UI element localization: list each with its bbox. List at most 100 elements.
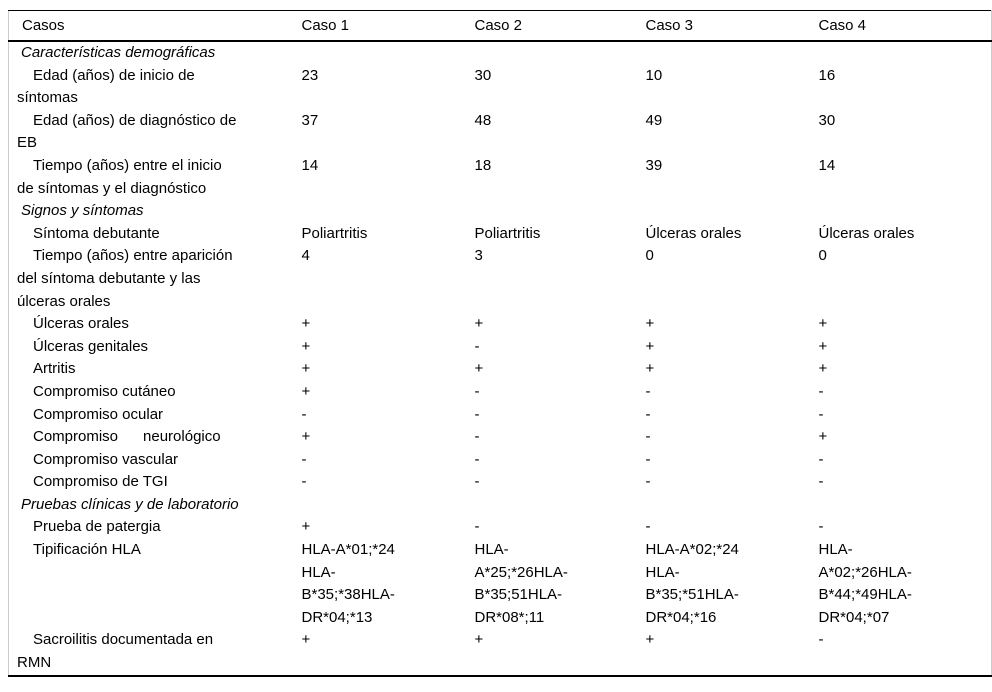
cell-value-caso-2: 18 — [474, 156, 492, 174]
section-label: Signos y síntomas — [21, 202, 144, 220]
row-label: Edad (años) de diagnóstico de EB — [17, 111, 237, 152]
cell-value-caso-1: 37 — [301, 111, 319, 129]
cell-value-caso-1: 4 — [301, 247, 310, 265]
table-row: Úlceras genitales + - + + — [9, 336, 992, 359]
table-row: Compromiso vascular - - - - — [9, 449, 992, 472]
header-cell-caso-3: Caso 3 — [645, 10, 819, 42]
table-row: Compromiso cutáneo + - - - — [9, 381, 992, 404]
cell-value-caso-4: Úlceras orales — [818, 224, 915, 242]
cell-value-caso-2: - — [474, 428, 480, 446]
cell-value-caso-1: - — [301, 473, 307, 491]
section-row: Signos y síntomas — [9, 200, 992, 223]
cell-value-caso-2: + — [474, 360, 484, 378]
cases-table: Casos Caso 1 Caso 2 Caso 3 Caso 4 Caract… — [8, 10, 992, 677]
cell-value-caso-2: 30 — [474, 66, 492, 84]
cell-value-caso-1: + — [301, 428, 311, 446]
cell-value-caso-1: Poliartritis — [301, 224, 368, 242]
table-row: Compromiso de TGI - - - - — [9, 471, 992, 494]
cell-value-caso-3: - — [645, 405, 651, 423]
table-row: Prueba de patergia + - - - — [9, 516, 992, 539]
cell-value-caso-4: 16 — [818, 66, 836, 84]
header-row: Casos Caso 1 Caso 2 Caso 3 Caso 4 — [8, 10, 992, 42]
table-row: Tiempo (años) entre aparición del síntom… — [9, 245, 992, 313]
cell-value-caso-4: + — [818, 337, 828, 355]
cell-value-caso-4: HLA- A*02;*26HLA- B*44;*49HLA- DR*04;*07 — [818, 541, 912, 626]
cell-value-caso-1: + — [301, 631, 311, 649]
table-header: Casos Caso 1 Caso 2 Caso 3 Caso 4 — [8, 10, 992, 42]
table-row: Artritis + + + + — [9, 358, 992, 381]
table-row: Sacroilitis documentada en RMN + + + - — [9, 629, 992, 675]
cell-value-caso-2: 48 — [474, 111, 492, 129]
cell-value-caso-1: + — [301, 337, 311, 355]
table-row: Tiempo (años) entre el inicio de síntoma… — [9, 155, 992, 200]
header-cell-caso-1: Caso 1 — [301, 10, 475, 42]
header-cell-casos: Casos — [8, 10, 302, 42]
cell-value-caso-2: + — [474, 315, 484, 333]
section-label: Pruebas clínicas y de laboratorio — [21, 495, 239, 513]
cell-value-caso-4: 14 — [818, 156, 836, 174]
table-row: Edad (años) de inicio de síntomas 23 30 10 1… — [9, 65, 992, 110]
cell-value-caso-3: Úlceras orales — [645, 224, 742, 242]
cell-value-caso-3: - — [645, 473, 651, 491]
cell-value-caso-3: 0 — [645, 247, 654, 265]
row-label: Tiempo (años) entre el inicio de síntoma… — [17, 156, 222, 197]
cell-value-caso-3: 10 — [645, 66, 663, 84]
cell-value-caso-3: + — [645, 315, 655, 333]
table-row: Edad (años) de diagnóstico de EB 37 48 49 30 — [9, 110, 992, 155]
cell-value-caso-2: - — [474, 473, 480, 491]
cell-value-caso-3: 39 — [645, 156, 663, 174]
cell-value-caso-2: HLA- A*25;*26HLA- B*35;51HLA- DR*08*;11 — [474, 541, 568, 626]
cell-value-caso-1: + — [301, 518, 311, 536]
cell-value-caso-4: - — [818, 473, 824, 491]
row-label: Compromiso neurológico — [33, 428, 221, 446]
cell-value-caso-4: + — [818, 315, 828, 333]
row-label: Sacroilitis documentada en RMN — [17, 631, 214, 672]
table-row: Compromiso neurológico + - - + — [9, 426, 992, 449]
row-label: Prueba de patergia — [33, 518, 161, 536]
cell-value-caso-3: + — [645, 631, 655, 649]
section-label: Características demográficas — [21, 44, 216, 61]
cell-value-caso-1: + — [301, 315, 311, 333]
cell-value-caso-1: HLA-A*01;*24 HLA- B*35;*38HLA- DR*04;*13 — [301, 541, 395, 626]
table-body: Características demográficas Edad (años) … — [9, 41, 992, 676]
cell-value-caso-2: - — [474, 518, 480, 536]
cell-value-caso-2: Poliartritis — [474, 224, 541, 242]
cell-value-caso-1: 14 — [301, 156, 319, 174]
section-row: Pruebas clínicas y de laboratorio — [9, 494, 992, 517]
cell-value-caso-1: - — [301, 405, 307, 423]
cell-value-caso-2: - — [474, 382, 480, 400]
row-label: Síntoma debutante — [33, 224, 160, 242]
cell-value-caso-3: - — [645, 428, 651, 446]
row-label: Compromiso de TGI — [33, 473, 168, 491]
cell-value-caso-1: 23 — [301, 66, 319, 84]
cell-value-caso-4: - — [818, 631, 824, 649]
cell-value-caso-3: HLA-A*02;*24 HLA- B*35;*51HLA- DR*04;*16 — [645, 541, 739, 626]
cell-value-caso-2: - — [474, 450, 480, 468]
cell-value-caso-4: 0 — [818, 247, 827, 265]
section-row: Características demográficas — [9, 41, 992, 65]
table-row: Tipificación HLA HLA-A*01;*24 HLA- B*35;*… — [9, 539, 992, 629]
header-cell-caso-4: Caso 4 — [818, 10, 992, 42]
cell-value-caso-1: + — [301, 360, 311, 378]
row-label: Compromiso vascular — [33, 450, 179, 468]
cell-value-caso-4: - — [818, 405, 824, 423]
cell-value-caso-3: - — [645, 382, 651, 400]
cell-value-caso-4: + — [818, 428, 828, 446]
cell-value-caso-2: - — [474, 337, 480, 355]
table-row: Úlceras orales + + + + — [9, 313, 992, 336]
row-label: Edad (años) de inicio de síntomas — [17, 66, 195, 107]
header-cell-caso-2: Caso 2 — [474, 10, 646, 42]
cell-value-caso-3: + — [645, 337, 655, 355]
table-row: Síntoma debutante Poliartritis Poliartriti… — [9, 223, 992, 246]
cell-value-caso-4: + — [818, 360, 828, 378]
row-label: Compromiso ocular — [33, 405, 164, 423]
row-label: Tipificación HLA — [33, 541, 141, 559]
cell-value-caso-3: - — [645, 450, 651, 468]
cell-value-caso-4: 30 — [818, 111, 836, 129]
row-label: Úlceras orales — [33, 315, 129, 333]
cell-value-caso-3: - — [645, 518, 651, 536]
cell-value-caso-2: - — [474, 405, 480, 423]
row-label: Tiempo (años) entre aparición del síntom… — [17, 247, 233, 310]
cell-value-caso-1: + — [301, 382, 311, 400]
